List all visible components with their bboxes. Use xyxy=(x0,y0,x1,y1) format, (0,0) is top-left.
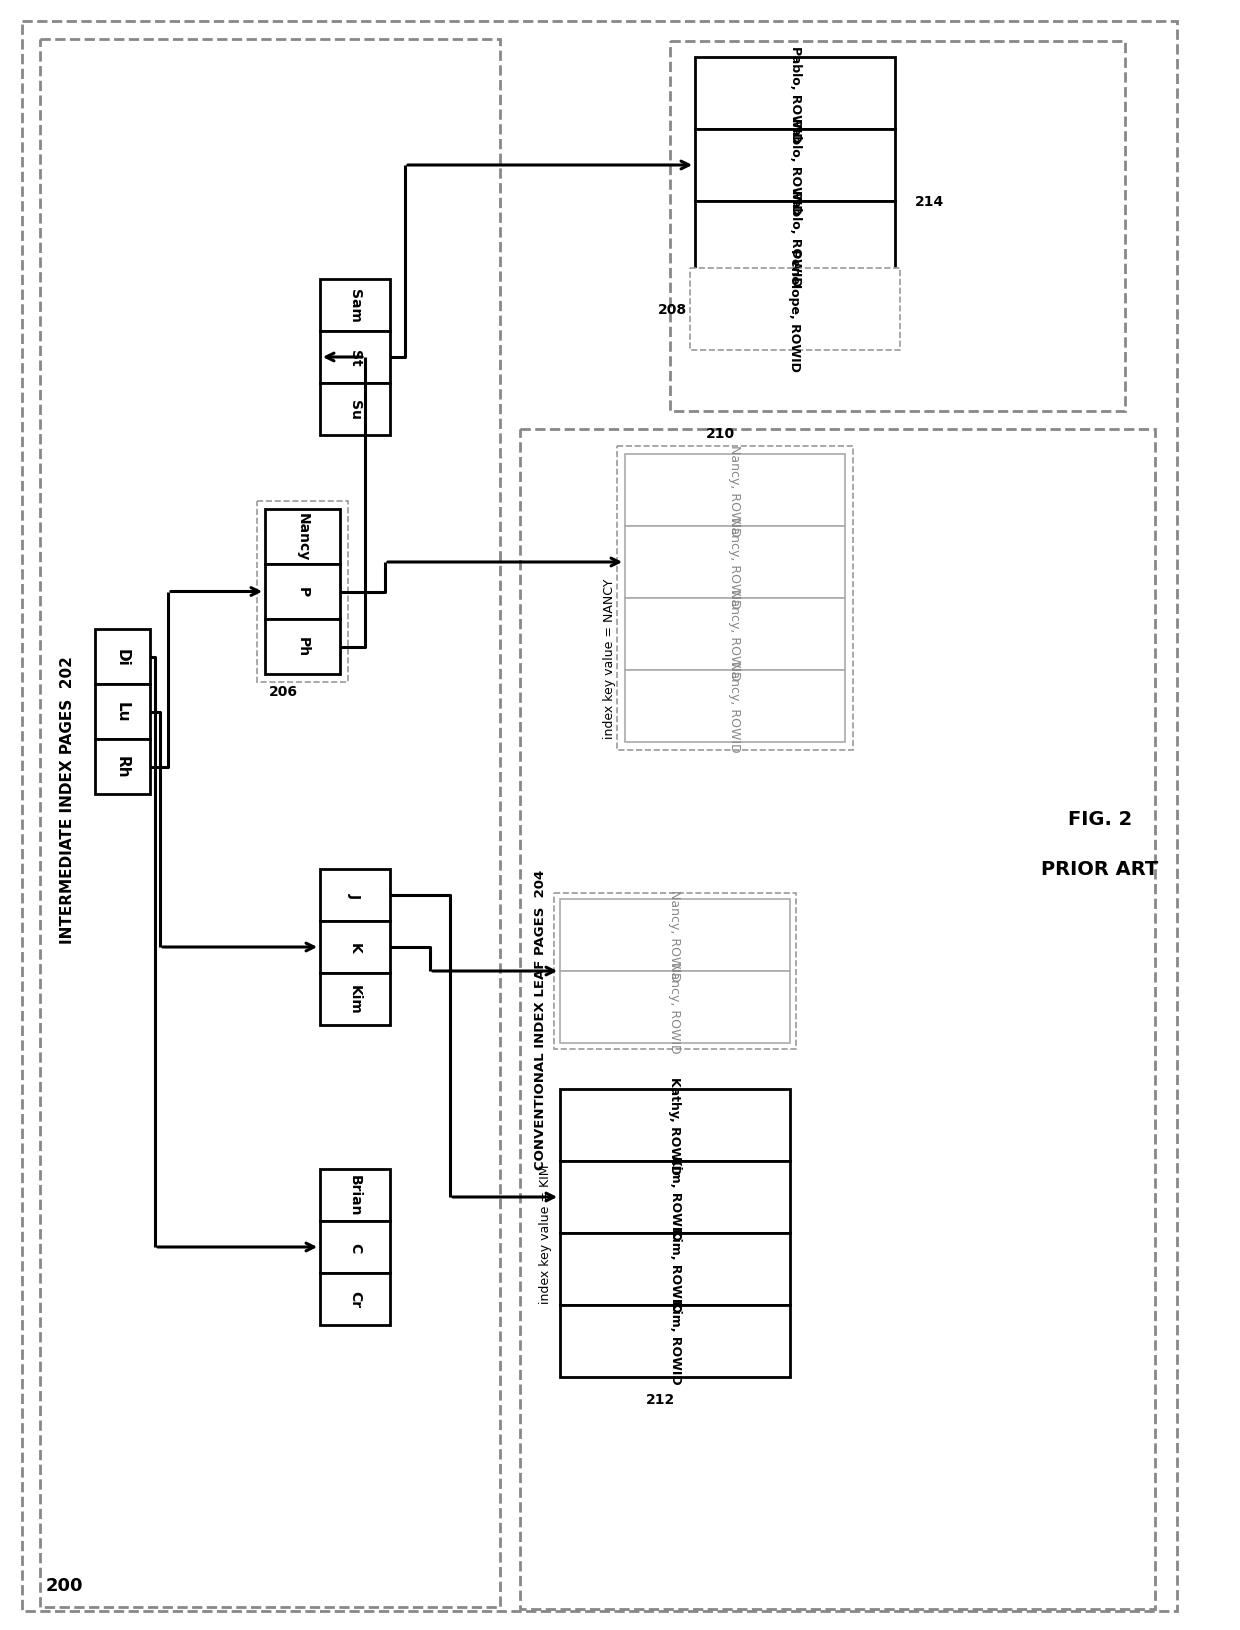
Bar xyxy=(257,502,348,683)
Text: Nancy, ROWID: Nancy, ROWID xyxy=(729,588,742,680)
Text: Brian: Brian xyxy=(348,1175,362,1216)
Text: Nancy, ROWID: Nancy, ROWID xyxy=(729,517,742,608)
Text: Kim, ROWID: Kim, ROWID xyxy=(668,1299,682,1384)
Text: Lu: Lu xyxy=(115,703,130,722)
Text: Pablo, ROWID: Pablo, ROWID xyxy=(789,189,801,287)
Bar xyxy=(694,130,895,202)
Text: Nancy, ROWID: Nancy, ROWID xyxy=(668,890,682,981)
Bar xyxy=(694,59,895,130)
Text: 208: 208 xyxy=(658,303,687,316)
Bar xyxy=(554,893,796,1050)
Text: Rh: Rh xyxy=(115,756,130,779)
Text: J: J xyxy=(348,893,362,898)
Text: Cr: Cr xyxy=(348,1291,362,1307)
Bar xyxy=(560,1306,790,1377)
Text: Nancy: Nancy xyxy=(295,513,310,561)
Bar xyxy=(560,1234,790,1306)
Text: 212: 212 xyxy=(646,1392,675,1407)
Bar xyxy=(560,900,790,971)
Bar xyxy=(625,455,844,526)
Bar xyxy=(320,280,391,333)
Bar xyxy=(320,333,391,383)
Text: Nancy, ROWID: Nancy, ROWID xyxy=(729,660,742,753)
Bar xyxy=(40,41,500,1607)
Bar xyxy=(320,869,391,921)
Bar xyxy=(320,383,391,435)
Bar xyxy=(95,685,150,740)
Bar xyxy=(320,1221,391,1273)
Bar xyxy=(670,42,1125,412)
Bar xyxy=(320,1273,391,1325)
Text: 214: 214 xyxy=(915,196,944,209)
Text: Nancy, ROWID: Nancy, ROWID xyxy=(729,445,742,536)
Bar xyxy=(95,740,150,794)
Text: Su: Su xyxy=(348,399,362,419)
Text: K: K xyxy=(348,942,362,954)
Bar xyxy=(625,598,844,670)
Bar xyxy=(560,1089,790,1161)
Text: PRIOR ART: PRIOR ART xyxy=(1042,861,1158,879)
Bar xyxy=(265,564,340,619)
Text: Ph: Ph xyxy=(295,637,310,657)
Bar xyxy=(520,430,1154,1609)
Text: 200: 200 xyxy=(46,1576,83,1594)
Text: index key value = NANCY: index key value = NANCY xyxy=(604,579,616,738)
Text: Pablo, ROWID: Pablo, ROWID xyxy=(789,117,801,214)
Text: INTERMEDIATE INDEX PAGES  202: INTERMEDIATE INDEX PAGES 202 xyxy=(61,655,76,944)
Bar xyxy=(694,274,895,346)
Bar xyxy=(618,447,853,750)
Text: Kim, ROWID: Kim, ROWID xyxy=(668,1227,682,1312)
Text: 206: 206 xyxy=(269,685,298,699)
Bar xyxy=(95,629,150,685)
Bar xyxy=(625,670,844,743)
Text: Sam: Sam xyxy=(348,289,362,323)
Text: Penelope, ROWID: Penelope, ROWID xyxy=(789,248,801,372)
Text: Kim: Kim xyxy=(348,985,362,1014)
Bar xyxy=(265,510,340,564)
Text: FIG. 2: FIG. 2 xyxy=(1068,810,1132,830)
Text: Nancy, ROWID: Nancy, ROWID xyxy=(668,962,682,1053)
Text: 210: 210 xyxy=(706,427,735,440)
Bar xyxy=(265,619,340,675)
Bar xyxy=(689,269,900,350)
Text: Di: Di xyxy=(115,649,130,667)
Bar xyxy=(320,1169,391,1221)
Bar xyxy=(560,1161,790,1234)
Text: Kathy, ROWID: Kathy, ROWID xyxy=(668,1076,682,1174)
Bar xyxy=(625,526,844,598)
Text: Pablo, ROWID: Pablo, ROWID xyxy=(789,46,801,142)
Text: St: St xyxy=(348,349,362,367)
Text: index key value = KIM: index key value = KIM xyxy=(538,1164,552,1302)
Bar xyxy=(320,973,391,1025)
Bar xyxy=(560,971,790,1043)
Bar xyxy=(694,202,895,274)
Bar xyxy=(320,921,391,973)
Text: P: P xyxy=(295,587,310,597)
Text: C: C xyxy=(348,1242,362,1252)
Text: Kim, ROWID: Kim, ROWID xyxy=(668,1156,682,1239)
Text: CONVENTIONAL INDEX LEAF PAGES  204: CONVENTIONAL INDEX LEAF PAGES 204 xyxy=(533,869,547,1169)
